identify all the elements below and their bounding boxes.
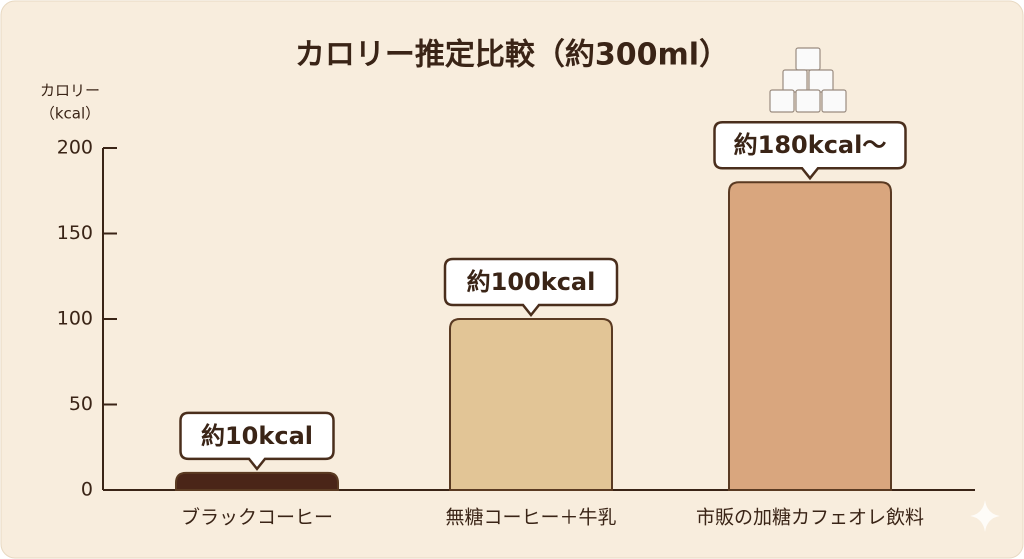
x-tick-label: 無糖コーヒー＋牛乳 [445, 507, 616, 529]
x-tick-label: 市販の加糖カフェオレ飲料 [696, 507, 924, 529]
callout [443, 257, 619, 318]
value-label: 約180kcal〜 [734, 131, 887, 159]
callout [179, 411, 335, 471]
bar [449, 318, 613, 491]
y-axis-label: （kcal） [40, 105, 100, 123]
sugar-cubes [769, 47, 847, 113]
y-tick-label: 200 [57, 137, 93, 159]
y-axis-label: カロリー [40, 82, 100, 100]
y-tick-label: 100 [57, 308, 93, 330]
value-label: 約100kcal [467, 268, 596, 296]
chart-title: カロリー推定比較（約300ml） [295, 38, 729, 73]
bar [175, 471, 339, 491]
bar [728, 181, 892, 491]
callout [713, 120, 907, 181]
sparkle [970, 500, 1000, 532]
y-tick-label: 150 [57, 222, 93, 244]
y-tick-label: 50 [69, 393, 93, 415]
x-tick-label: ブラックコーヒー [181, 506, 333, 529]
y-tick-label: 0 [81, 479, 93, 501]
value-label: 約10kcal [201, 422, 313, 450]
